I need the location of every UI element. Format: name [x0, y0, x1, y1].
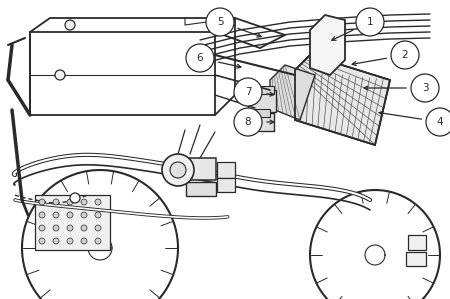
Circle shape	[67, 212, 73, 218]
Circle shape	[65, 20, 75, 30]
Text: 7: 7	[245, 87, 251, 97]
Circle shape	[81, 225, 87, 231]
Text: 4: 4	[436, 117, 443, 127]
Polygon shape	[295, 55, 390, 145]
Bar	[248, 90, 276, 112]
Circle shape	[186, 44, 214, 72]
Circle shape	[81, 199, 87, 205]
Circle shape	[391, 41, 419, 69]
Circle shape	[234, 108, 262, 136]
Circle shape	[356, 8, 384, 36]
Bar	[35, 195, 110, 250]
Circle shape	[81, 212, 87, 218]
Circle shape	[53, 225, 59, 231]
Circle shape	[67, 199, 73, 205]
Text: 5: 5	[217, 17, 223, 27]
Circle shape	[55, 70, 65, 80]
Bar	[408, 235, 426, 250]
Circle shape	[95, 212, 101, 218]
Polygon shape	[270, 65, 315, 120]
Bar	[217, 162, 235, 178]
Circle shape	[53, 212, 59, 218]
Circle shape	[206, 8, 234, 36]
Circle shape	[67, 225, 73, 231]
Text: 6: 6	[197, 53, 203, 63]
Bar	[252, 113, 274, 131]
Circle shape	[39, 225, 45, 231]
Circle shape	[170, 162, 186, 178]
Circle shape	[162, 154, 194, 186]
Circle shape	[95, 199, 101, 205]
Circle shape	[39, 212, 45, 218]
Circle shape	[95, 225, 101, 231]
Circle shape	[426, 108, 450, 136]
Text: 2: 2	[402, 50, 408, 60]
Text: 3: 3	[422, 83, 428, 93]
Text: 1: 1	[367, 17, 374, 27]
Bar	[186, 158, 216, 180]
Circle shape	[39, 238, 45, 244]
Circle shape	[234, 78, 262, 106]
Bar	[406, 252, 426, 266]
Circle shape	[81, 238, 87, 244]
Bar	[217, 178, 235, 192]
Circle shape	[411, 74, 439, 102]
Circle shape	[95, 238, 101, 244]
Text: 8: 8	[245, 117, 251, 127]
Bar	[250, 86, 274, 94]
Circle shape	[53, 199, 59, 205]
Bar	[252, 109, 270, 117]
Circle shape	[53, 238, 59, 244]
Circle shape	[67, 238, 73, 244]
Circle shape	[39, 199, 45, 205]
Circle shape	[70, 193, 80, 203]
Polygon shape	[310, 15, 345, 75]
Bar	[186, 182, 216, 196]
